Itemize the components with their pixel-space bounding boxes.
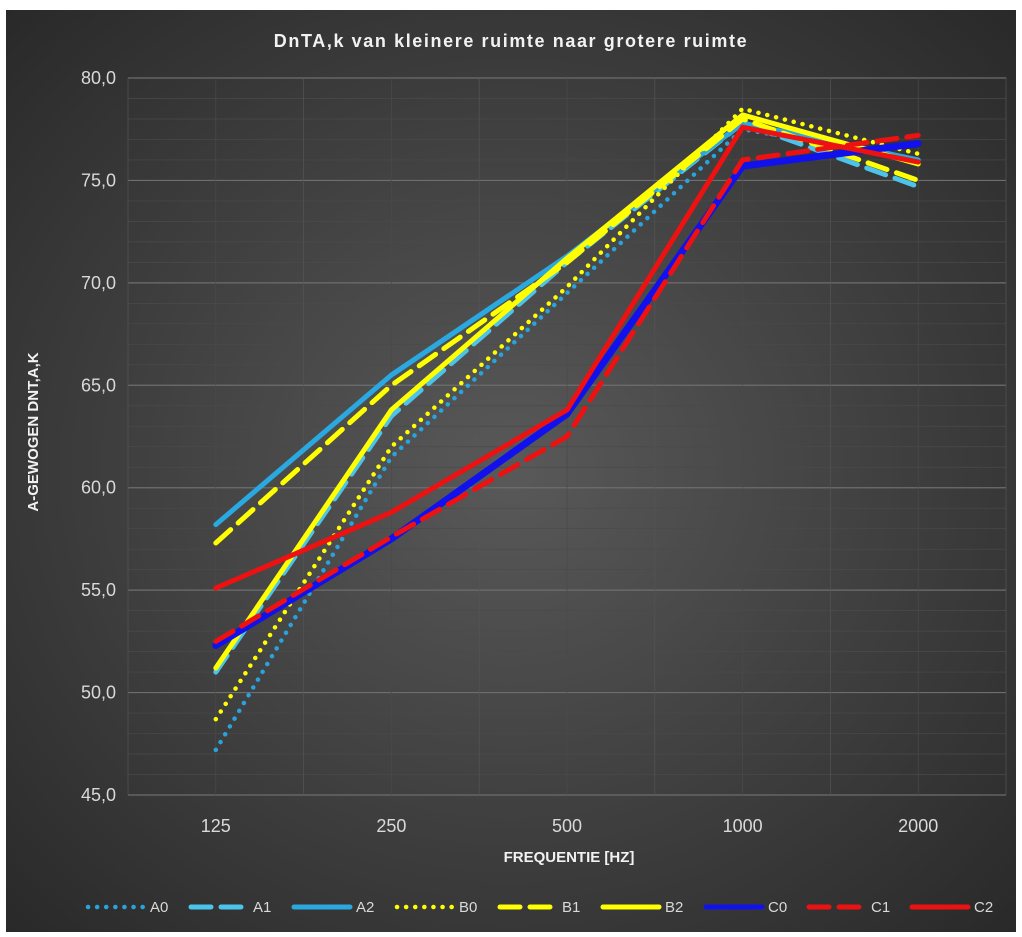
legend-label-b0: B0 (459, 899, 477, 916)
x-tick-label: 125 (201, 816, 231, 836)
y-tick-label: 55,0 (81, 580, 116, 600)
legend-label-c1: C1 (871, 899, 890, 916)
legend: A0 A1 A2 B0 B1 B2 C0 C1 C2 (85, 899, 993, 916)
x-tick-label: 2000 (898, 816, 938, 836)
legend-label-a0: A0 (150, 899, 168, 916)
x-tick-labels: 125 250 500 1000 2000 (201, 816, 938, 836)
y-tick-label: 70,0 (81, 273, 116, 293)
y-tick-label: 45,0 (81, 785, 116, 805)
y-tick-labels: 45,0 50,0 55,0 60,0 65,0 70,0 75,0 80,0 (81, 68, 116, 805)
y-tick-label: 65,0 (81, 375, 116, 395)
line-chart: DnTA,k van kleinere ruimte naar grotere … (6, 10, 1016, 932)
legend-label-c0: C0 (768, 899, 787, 916)
legend-label-a2: A2 (356, 899, 374, 916)
series-line-c1 (213, 132, 921, 644)
chart-title: DnTA,k van kleinere ruimte naar grotere … (274, 31, 748, 51)
chart-container: DnTA,k van kleinere ruimte naar grotere … (6, 10, 1016, 932)
series-line-b2 (213, 112, 921, 671)
y-tick-label: 75,0 (81, 170, 116, 190)
series-lines (212, 106, 922, 753)
y-tick-label: 80,0 (81, 68, 116, 88)
series-line-c2 (213, 124, 921, 591)
legend-label-b2: B2 (665, 899, 683, 916)
legend-label-c2: C2 (974, 899, 993, 916)
x-tick-label: 250 (376, 816, 406, 836)
x-tick-label: 1000 (723, 816, 763, 836)
y-tick-label: 50,0 (81, 683, 116, 703)
y-tick-label: 60,0 (81, 478, 116, 498)
legend-label-b1: B1 (562, 899, 580, 916)
series-line-b0 (213, 106, 921, 722)
x-tick-label: 500 (552, 816, 582, 836)
legend-label-a1: A1 (253, 899, 271, 916)
y-axis-title: A-GEWOGEN DNT,A,K (25, 352, 42, 511)
grid (127, 77, 1007, 796)
x-axis-title: FREQUENTIE [HZ] (504, 849, 635, 866)
